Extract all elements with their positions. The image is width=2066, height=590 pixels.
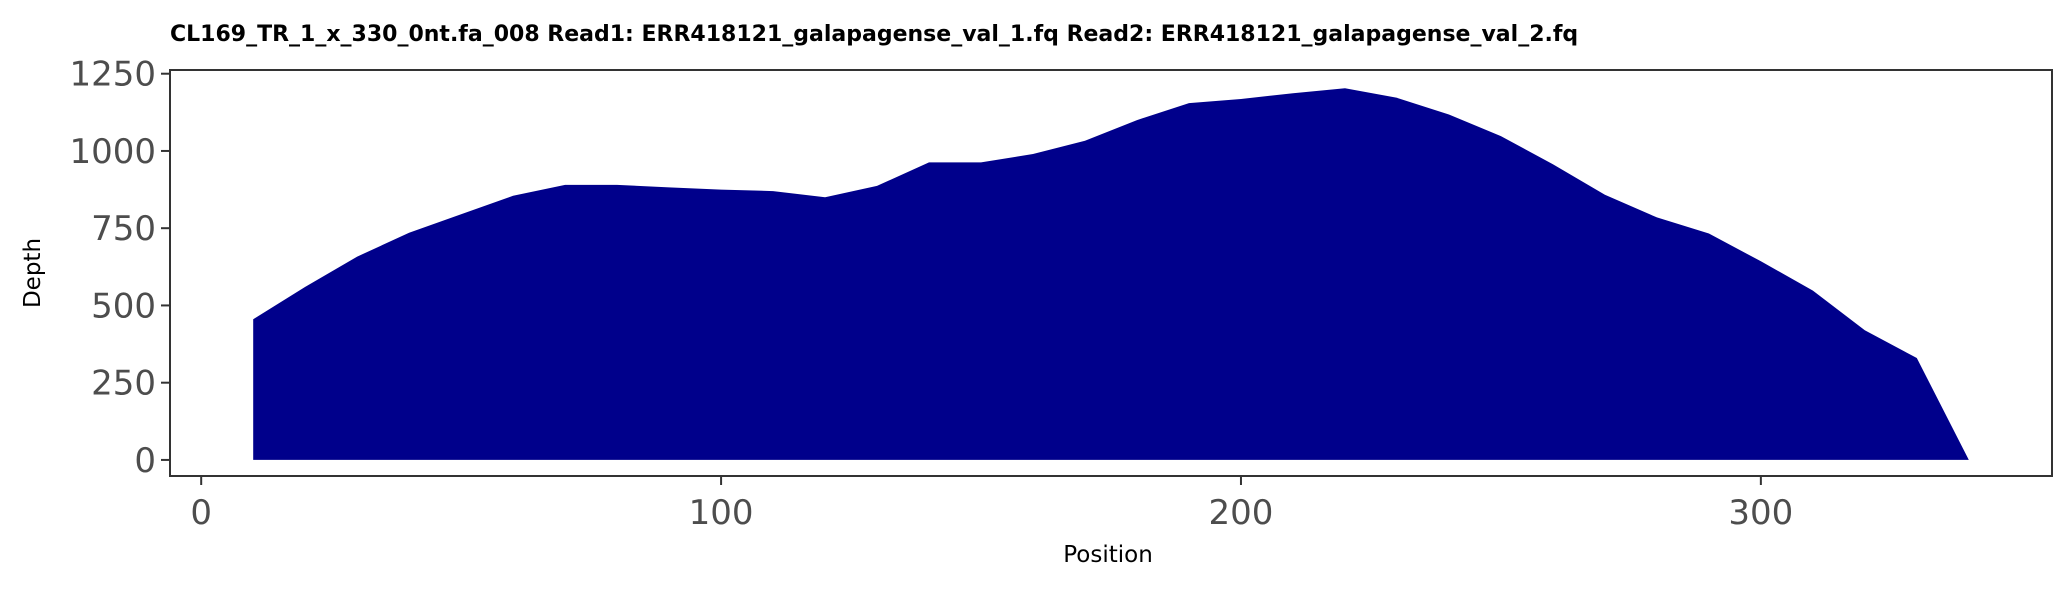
y-tick-label: 750 [91, 209, 156, 249]
y-axis: 0 250 500 750 1000 1250 [69, 55, 170, 481]
x-axis: 0 100 200 300 [190, 476, 1793, 533]
y-tick-label: 1250 [69, 55, 156, 95]
y-tick-label: 1000 [69, 132, 156, 172]
y-tick-label: 0 [134, 441, 156, 481]
y-tick-label: 500 [91, 286, 156, 326]
x-tick-label: 300 [1728, 493, 1793, 533]
y-axis-label: Depth [20, 238, 46, 308]
x-tick-label: 200 [1209, 493, 1274, 533]
x-tick-label: 100 [689, 493, 754, 533]
x-tick-label: 0 [190, 493, 212, 533]
y-tick-label: 250 [91, 364, 156, 404]
chart-title: CL169_TR_1_x_330_0nt.fa_008 Read1: ERR41… [170, 22, 1578, 47]
area-layer [253, 88, 1969, 460]
depth-area [253, 88, 1969, 460]
x-axis-label: Position [1063, 542, 1153, 568]
